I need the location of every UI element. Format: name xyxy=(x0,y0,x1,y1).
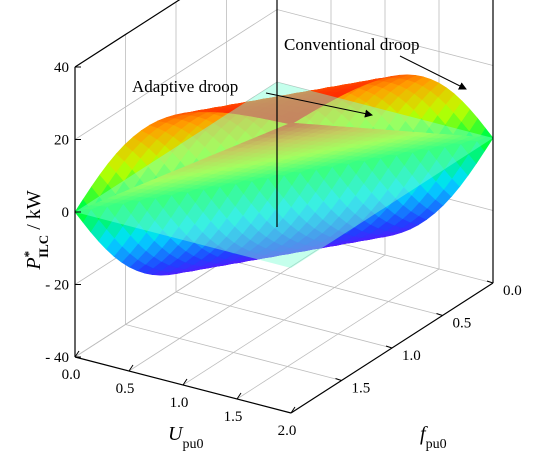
u-tick-mark xyxy=(236,392,242,400)
u-tick-label: 2.0 xyxy=(278,423,297,439)
u-tick-mark xyxy=(128,364,134,372)
z-tick-label: 0 xyxy=(62,205,70,221)
arrow-conventional xyxy=(399,55,467,90)
u-tick-mark xyxy=(290,406,296,414)
u-tick-mark xyxy=(182,378,188,386)
surface-plot xyxy=(74,74,494,276)
annotation-arrows xyxy=(265,55,467,118)
zero-plane xyxy=(75,82,493,268)
u-tick-mark xyxy=(74,350,80,358)
top-left-edge xyxy=(74,0,181,68)
u-tick-label: 0.0 xyxy=(62,367,81,383)
surface-conventional-patch xyxy=(282,122,299,128)
f-tick-label: 1.0 xyxy=(402,348,421,364)
grid-f-floor-2 xyxy=(125,324,342,381)
f-tick-mark xyxy=(335,378,342,381)
grid-f-floor-1 xyxy=(175,291,393,349)
grid-f-floor-0 xyxy=(226,259,443,316)
u-tick-label: 0.5 xyxy=(116,381,135,397)
arrow-adaptive xyxy=(265,92,373,118)
z-axis-label: P*ILC / kW xyxy=(21,190,51,270)
f-tick-label: 0.5 xyxy=(453,316,472,332)
f-axis-label: fpu0 xyxy=(420,423,447,452)
u-tick-label: 1.5 xyxy=(224,409,243,425)
f-tick-mark xyxy=(486,280,494,284)
tick-labels: - 40 - 20 0 20 40 0.0 0.5 1.0 1.5 2.0 0.0 0.5 1.0 1.5 xyxy=(45,60,522,439)
f-tick-mark xyxy=(436,313,443,316)
u-axis-label: Upu0 xyxy=(168,423,203,452)
z-tick-label: 40 xyxy=(54,60,69,76)
z-tick-label: - 20 xyxy=(45,278,69,294)
u-tick-label: 1.0 xyxy=(170,395,189,411)
z-tick-label: - 40 xyxy=(45,350,69,366)
annotation-adaptive-droop: Adaptive droop xyxy=(132,77,238,96)
f-tick-mark xyxy=(385,345,393,349)
zero-plane-surface xyxy=(75,82,493,268)
f-tick-label: 1.5 xyxy=(352,381,371,397)
f-tick-label: 0.0 xyxy=(503,283,522,299)
z-tick-label: 20 xyxy=(54,133,69,149)
annotation-conventional-droop: Conventional droop xyxy=(284,35,420,54)
